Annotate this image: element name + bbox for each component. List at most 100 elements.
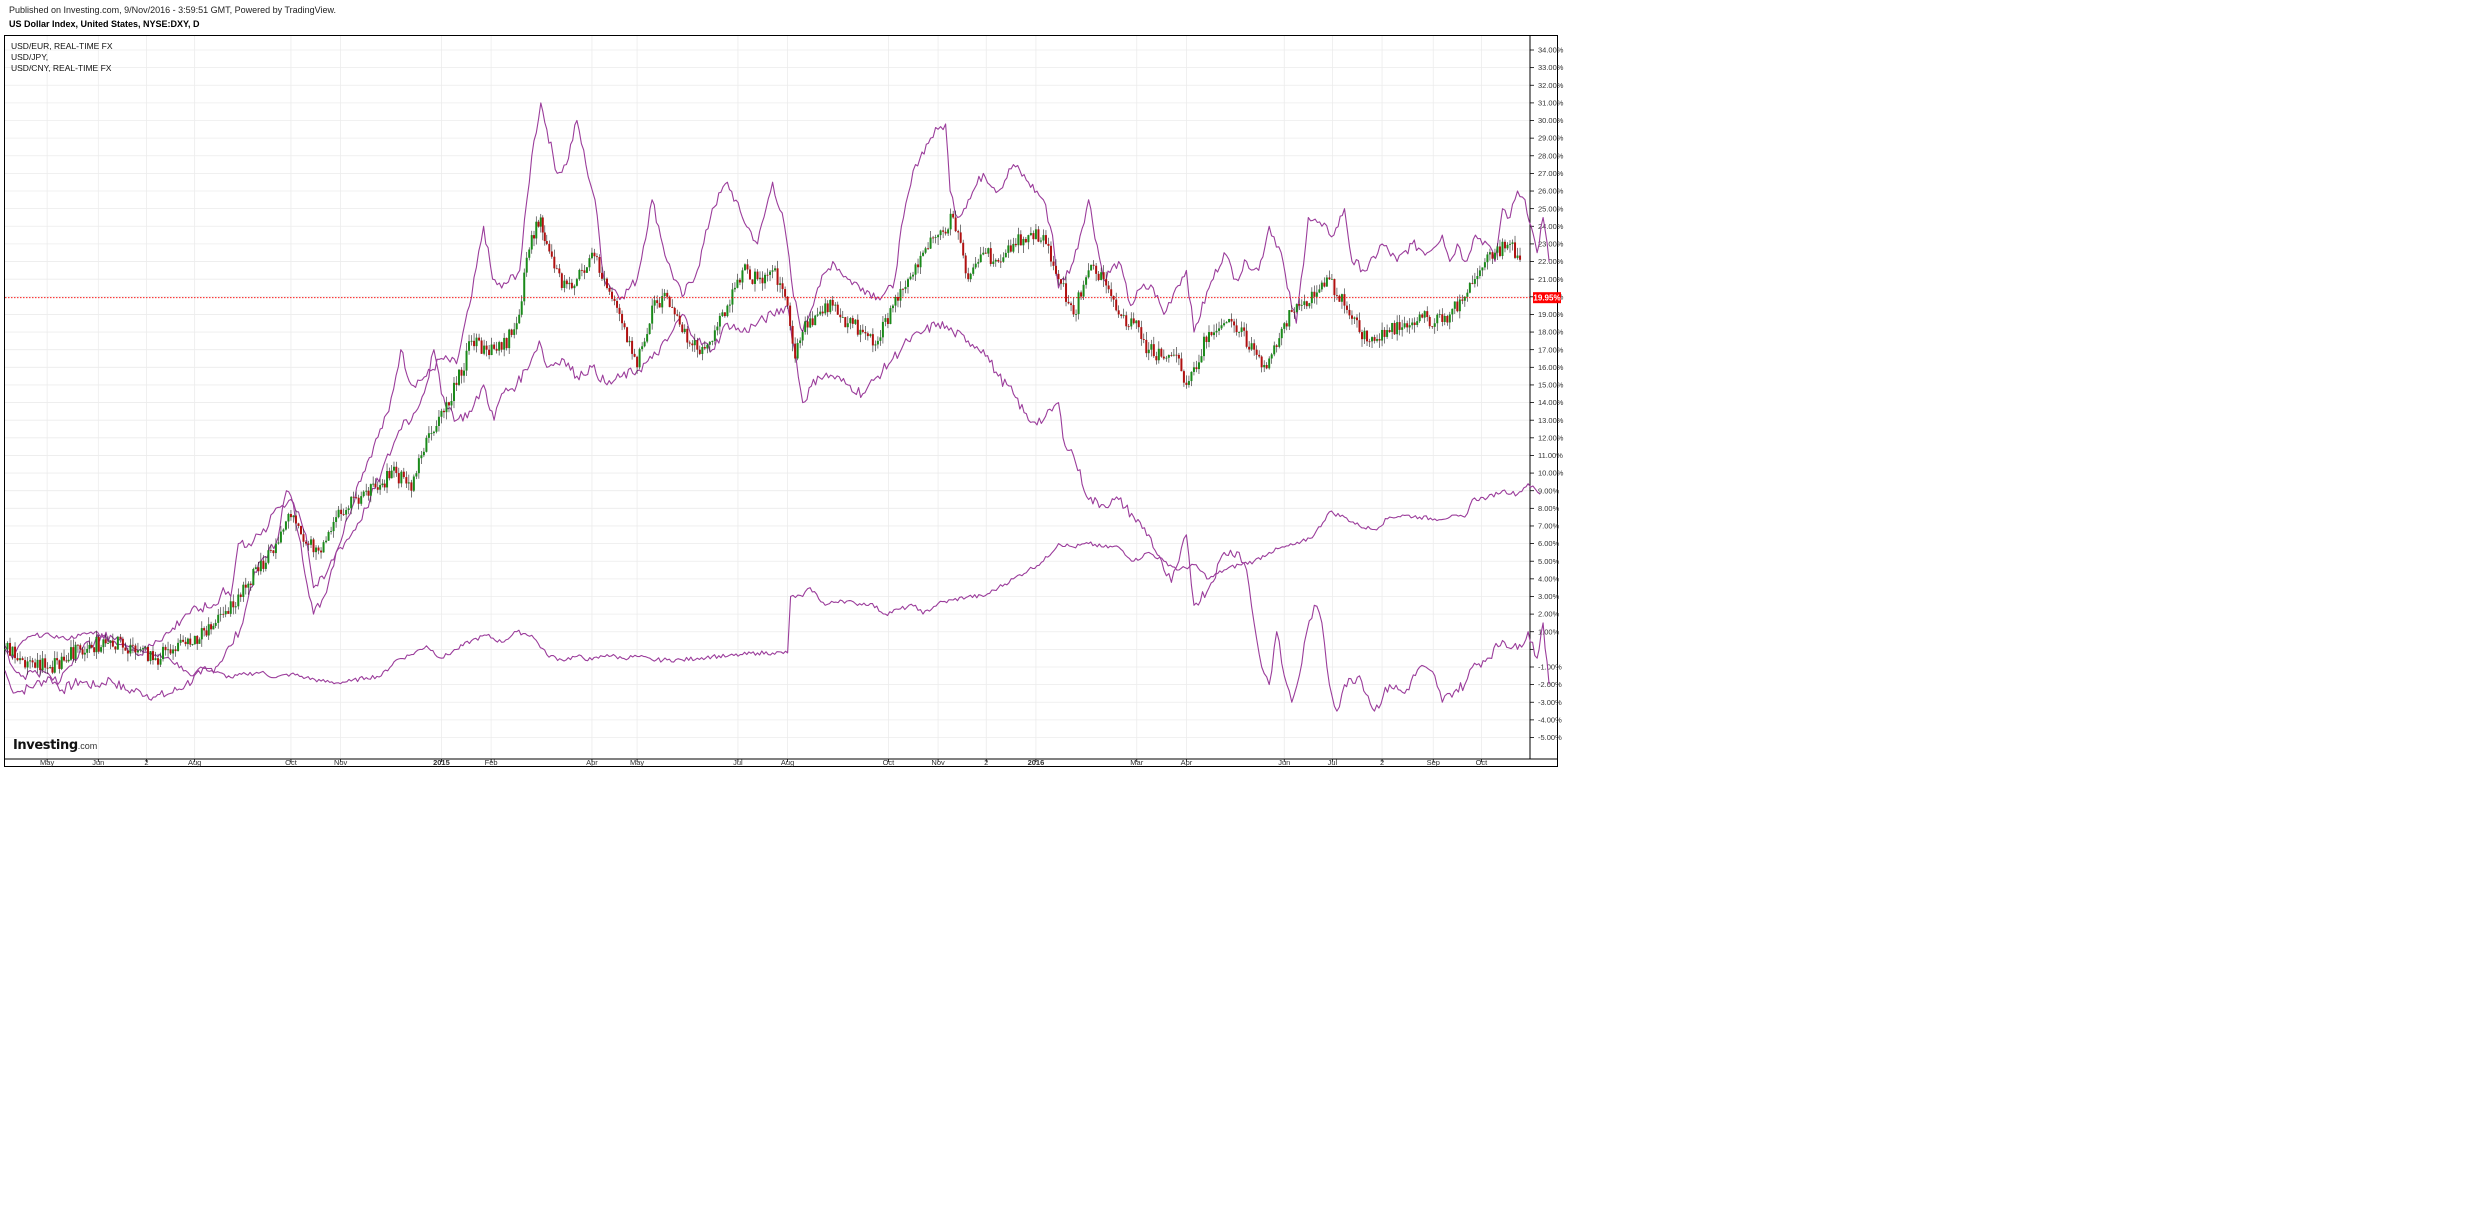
candle-body [545,241,548,244]
candle-body [756,271,759,280]
candle-body [1208,332,1210,343]
candle-body [826,303,829,313]
candle-body [455,382,458,385]
legend-item-usd-eur: USD/EUR, REAL-TIME FX [11,41,113,51]
candle-body [861,329,864,333]
candle-body [1022,238,1025,246]
candle-body [272,550,275,554]
x-tick-label: Oct [883,758,896,767]
candle-body [816,314,819,316]
candle-body [417,458,420,474]
candle-body [1330,278,1333,280]
candle-body [987,248,990,254]
series-line-usd-cny [4,305,1550,712]
candle-body [656,300,659,304]
candle-body [1338,295,1341,302]
candle-body [174,649,177,652]
candle-body [177,642,180,652]
candle-body [1125,315,1128,327]
grid [5,36,1534,762]
candle-body [124,647,127,651]
candle-body [1130,318,1133,327]
candle-body [1042,235,1045,241]
candle-body [149,651,152,661]
logo-brand: Investing [13,738,78,753]
candle-body [340,509,343,515]
candle-body [1240,327,1243,333]
candle-body [307,543,310,545]
candle-body [942,230,945,232]
candle-body [1145,339,1148,354]
candle-body [179,639,182,643]
y-tick-label: 9.00% [1538,486,1560,495]
candle-body [688,342,691,344]
candle-body [1411,322,1414,326]
candle-body [846,323,849,328]
candle-body [1195,367,1198,370]
candle-body [447,402,450,406]
candle-body [437,416,440,426]
candle-body [864,332,867,334]
candle-body [759,277,762,280]
candle-body [784,289,787,297]
candle-body [969,273,972,280]
y-tick-label: 6.00% [1538,539,1560,548]
y-tick-label: 12.00% [1538,433,1564,442]
candle-body [274,543,277,554]
candle-body [1516,255,1519,258]
candle-body [1285,323,1288,327]
candle-body [1381,329,1384,341]
y-tick-label: 29.00% [1538,134,1564,143]
candle-body [58,660,61,669]
candle-body [1135,320,1138,324]
candle-body [60,656,63,669]
candle-body [977,262,980,264]
candle-body [422,451,425,456]
x-tick-label: May [630,758,644,767]
candle-body [1032,233,1035,240]
candle-body [425,437,428,452]
candle-body [86,648,89,653]
x-tick-label: 2015 [433,758,450,767]
candle-body [1019,234,1022,246]
candle-body [1147,349,1150,354]
candle-body [1413,322,1416,325]
candle-body [1325,277,1328,287]
candle-body [651,305,654,324]
candle-body [1155,356,1158,361]
candle-body [1270,354,1273,359]
candle-body [636,356,639,368]
candle-body [239,594,242,598]
candle-body [1044,235,1047,244]
candle-body [513,329,516,335]
candle-body [1305,301,1308,307]
candle-body [1433,323,1436,327]
candle-body [490,344,493,356]
candle-body [600,272,603,279]
x-tick-label: 2016 [1028,758,1045,767]
candle-body [1503,241,1506,249]
candle-body [1150,344,1153,350]
candle-body [1004,252,1007,258]
candle-body [24,660,27,668]
candle-body [748,269,751,280]
x-tick-label: Jun [1278,758,1290,767]
candle-body [528,249,531,258]
candle-body [1496,246,1499,253]
current-value-label: 19.95% [1533,294,1560,303]
candle-body [1371,337,1374,342]
candle-body [184,641,187,645]
candle-body [907,279,909,287]
candle-body [886,318,889,324]
candle-body [305,541,307,544]
candle-body [193,635,196,645]
candle-body [297,523,300,526]
candle-body [1065,283,1068,302]
chart-title: US Dollar Index, United States, NYSE:DXY… [9,19,200,29]
candle-body [1361,332,1364,340]
candle-body [212,625,215,630]
candle-body [136,650,139,653]
candle-body [733,287,736,290]
candle-body [244,584,247,588]
candle-body [1345,305,1348,310]
